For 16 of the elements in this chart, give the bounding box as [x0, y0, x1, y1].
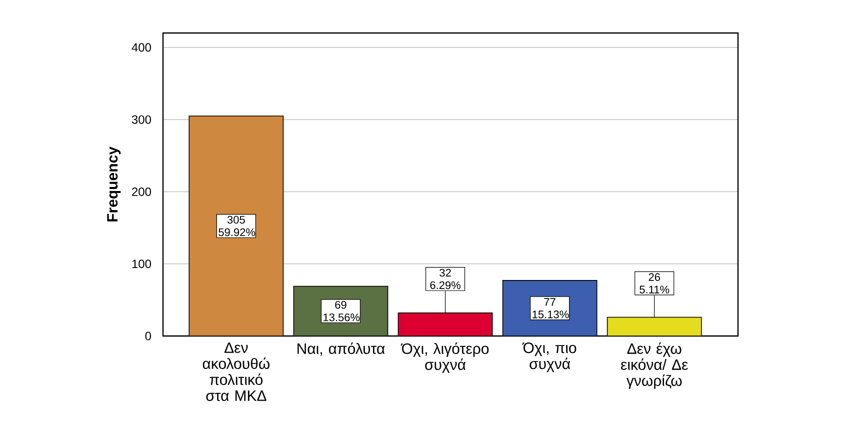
- x-tick-label: Ναι, απόλυτα: [298, 342, 385, 356]
- data-label: 26 5.11%: [640, 273, 670, 294]
- y-tick-label: 100: [132, 260, 152, 268]
- data-label: 305 59.92%: [218, 216, 256, 236]
- x-tick-label: Δεν ακολουθώ πολιτικό στα ΜΚΔ: [202, 342, 270, 401]
- x-tick-label: Όχι, πιο συχνά: [522, 342, 576, 372]
- x-tick-label: Δεν έχω εικόνα/ Δε γνωρίζω: [621, 342, 688, 389]
- y-tick-label: 0: [145, 332, 152, 340]
- x-tick-label: Όχι, λιγότερο συχνά: [400, 342, 489, 373]
- y-tick-label: 400: [132, 43, 152, 52]
- y-tick-label: 200: [132, 187, 152, 196]
- data-label: 69 13.56%: [324, 300, 360, 322]
- y-tick-label: 300: [132, 115, 152, 124]
- data-label: 32 6.29%: [430, 268, 460, 290]
- data-label: 77 15.13%: [532, 298, 569, 318]
- y-axis-title: Frequency: [107, 146, 121, 222]
